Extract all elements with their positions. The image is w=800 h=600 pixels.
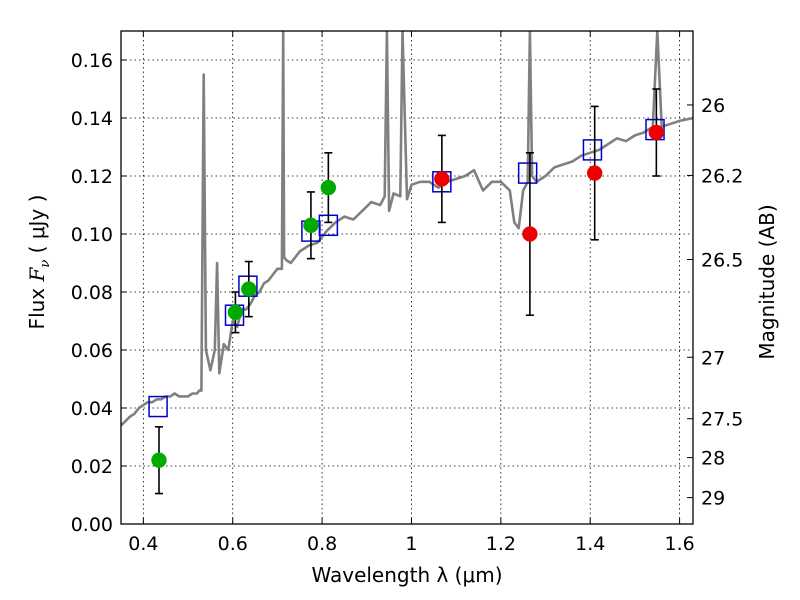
y2-tick-label: 26.2 [701,165,743,187]
y-tick-label: 0.14 [71,108,113,130]
y-tick-labels: 0.00 0.02 0.04 0.06 0.08 0.10 0.12 0.14 0.16 [71,50,113,536]
model-sed-line [121,31,693,427]
observed-point-red [522,226,538,242]
y2-tick-label: 28 [701,448,725,470]
x-tick-labels: 0.4 0.6 0.8 1 1.2 1.4 1.6 [128,533,694,555]
observed-point-red [648,124,665,141]
observed-point-green [303,217,319,234]
y-tick-label: 0.10 [71,224,113,246]
x-tick-label: 1.2 [486,533,516,555]
plot-frame [120,30,694,525]
model-square [148,395,168,418]
y2-tick-label: 27.5 [701,409,743,431]
model-square [517,162,538,184]
y-tick-label: 0.02 [71,456,113,478]
y2-axis-label: Magnitude (AB) [755,204,779,359]
y2-tick-label: 27 [701,347,725,369]
y2-tick-label: 29 [701,488,725,510]
y-tick-label: 0.08 [71,282,113,304]
y-tick-label: 0.04 [71,398,113,420]
observed-points [151,124,665,468]
x-axis-label: Wavelength λ (μm) [311,563,502,587]
model-square [582,139,603,161]
y-tick-label: 0.00 [71,514,113,536]
y-tick-label: 0.06 [71,340,113,362]
y-tick-label: 0.12 [71,166,113,188]
x-tick-label: 0.6 [218,533,248,555]
observed-point-green [241,281,257,297]
x-tick-label: 1.4 [575,533,605,555]
y-tick-label: 0.16 [71,50,113,72]
observed-point-green [227,304,244,321]
y2-tick-label: 26.5 [701,250,743,272]
observed-point-red [586,165,603,181]
plot-area [121,31,693,495]
x-tick-label: 0.4 [128,533,158,555]
y2-tick-labels: 26 26.2 26.5 27 27.5 28 29 [701,95,743,510]
axis-ticks [121,31,693,525]
y-axis-label: Flux Fν ( μJy ) [25,195,53,330]
observed-point-green [151,452,167,468]
x-tick-label: 1 [405,533,417,555]
observed-point-green [320,179,337,196]
observed-point-red [434,171,450,187]
x-tick-label: 1.6 [664,533,694,555]
x-tick-label: 0.8 [307,533,337,555]
y2-tick-label: 26 [701,95,725,117]
